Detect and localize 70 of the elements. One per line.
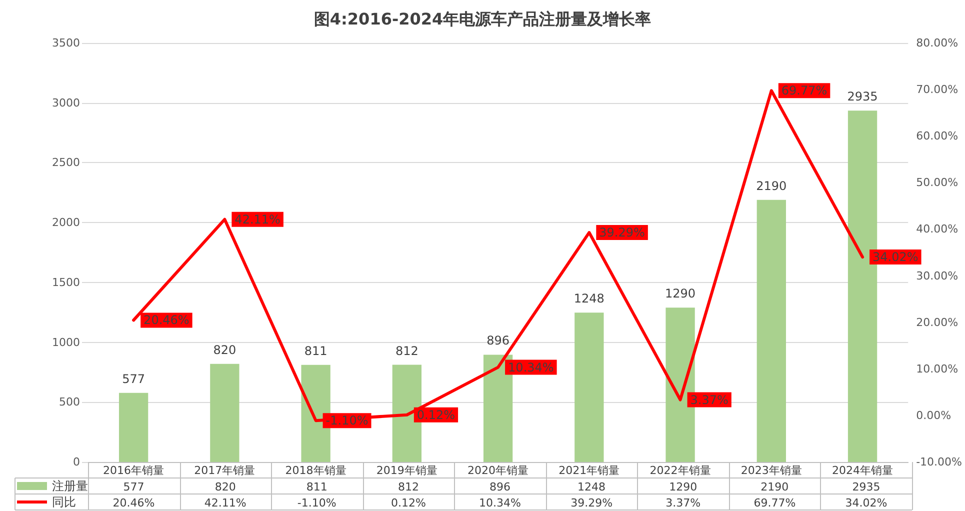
text: 69.77% xyxy=(781,84,828,98)
y-tick-label: 2500 xyxy=(52,156,80,170)
text: 3.37% xyxy=(690,392,728,407)
text: 1248 xyxy=(574,292,604,306)
y-tick-label: 500 xyxy=(59,396,80,409)
y-tick-label: 1500 xyxy=(52,276,80,289)
data-label: 2190 xyxy=(760,480,789,494)
text: 10.34% xyxy=(508,360,554,374)
bar xyxy=(756,200,786,462)
y2-tick-label: 60.00% xyxy=(916,130,958,143)
y2-tick-label: 30.00% xyxy=(916,269,958,282)
data-label: 1290 xyxy=(669,480,698,494)
text: 2190 xyxy=(756,178,787,193)
data-label: 1248 xyxy=(578,480,606,494)
x-tick-label: 2020年销量 xyxy=(468,464,529,477)
data-label: 39.29% xyxy=(570,496,613,510)
x-tick-label: 2023年销量 xyxy=(740,464,802,477)
data-label: 10.34% xyxy=(479,496,521,510)
y2-tick-label: 80.00% xyxy=(916,36,958,50)
text: 812 xyxy=(395,344,418,358)
y-tick-label: 1000 xyxy=(52,336,80,349)
data-label: 42.11% xyxy=(204,496,246,510)
y2-tick-label: 70.00% xyxy=(916,83,958,96)
y2-tick-label: 10.00% xyxy=(916,362,958,376)
data-label: 3.37% xyxy=(666,496,701,510)
text: 34.02% xyxy=(872,250,918,264)
data-label: 820 xyxy=(214,480,236,494)
data-label: 34.02% xyxy=(845,496,888,510)
chart-title: 图4:2016-2024年电源车产品注册量及增长率 xyxy=(314,10,652,28)
y2-tick-label: 50.00% xyxy=(916,176,958,190)
data-label: 69.77% xyxy=(754,496,796,510)
text: 896 xyxy=(486,334,510,348)
text: -1.10% xyxy=(326,414,368,428)
bar xyxy=(574,312,604,462)
x-tick-label: 2017年销量 xyxy=(194,464,256,477)
x-tick-label: 2019年销量 xyxy=(376,464,438,477)
x-tick-label: 2022年销量 xyxy=(650,464,711,477)
y-tick-label: 2000 xyxy=(52,216,80,230)
y2-tick-label: 20.00% xyxy=(916,316,958,329)
y2-tick-label: -10.00% xyxy=(916,456,962,468)
x-tick-label: 2018年销量 xyxy=(285,464,346,477)
y2-tick-label: 40.00% xyxy=(916,222,958,236)
x-tick-label: 2016年销量 xyxy=(103,464,164,477)
text: 820 xyxy=(213,342,236,357)
data-label: 811 xyxy=(306,480,328,494)
bar xyxy=(118,392,148,462)
x-tick-label: 2021年销量 xyxy=(558,464,620,477)
y-tick-label: 0 xyxy=(73,456,80,468)
data-label: 20.46% xyxy=(112,496,155,510)
text: 1290 xyxy=(665,286,696,301)
text: 0.12% xyxy=(416,408,456,422)
y-tick-label: 3000 xyxy=(52,96,80,110)
y2-tick-label: 0.00% xyxy=(916,408,952,422)
data-label: 896 xyxy=(490,480,510,494)
text: 811 xyxy=(304,344,328,358)
text: 39.29% xyxy=(599,226,645,240)
data-label: -1.10% xyxy=(297,496,336,510)
text: 577 xyxy=(122,372,146,386)
text: 42.11% xyxy=(234,212,280,226)
text: 20.46% xyxy=(144,313,190,328)
bar xyxy=(210,364,240,462)
data-label: 577 xyxy=(123,480,144,494)
x-tick-label: 2024年销量 xyxy=(832,464,894,477)
data-label: 812 xyxy=(398,480,419,494)
data-label: 2935 xyxy=(852,480,880,494)
legend-label: 注册量 xyxy=(52,479,88,493)
text: 2935 xyxy=(847,90,878,104)
data-label: 0.12% xyxy=(390,496,426,510)
legend-label: 同比 xyxy=(52,495,76,509)
y-tick-label: 3500 xyxy=(52,36,80,50)
